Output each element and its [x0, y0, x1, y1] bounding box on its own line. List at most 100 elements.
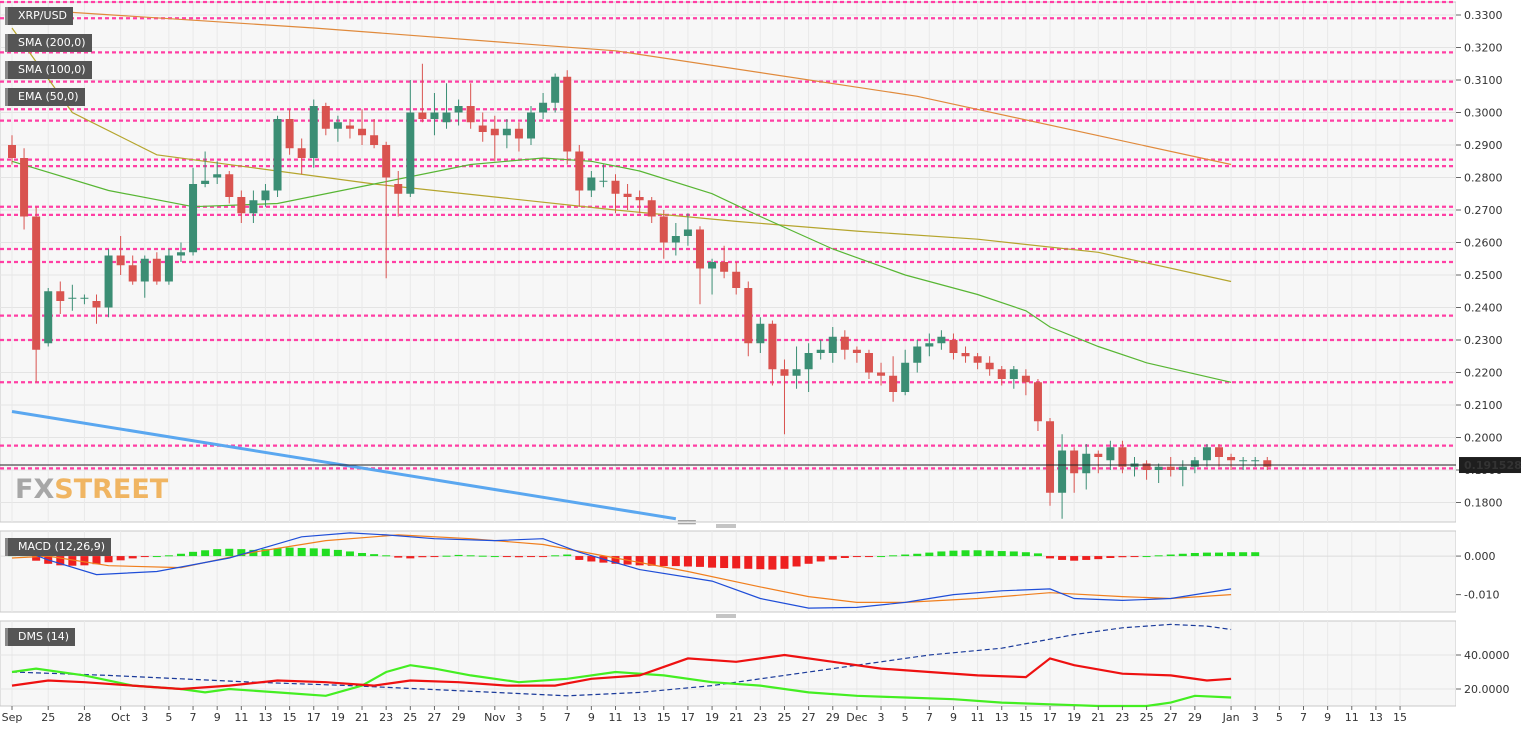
macd-hist-bar-32	[394, 556, 403, 558]
macd-hist-bar-77	[937, 551, 946, 557]
macd-hist-bar-82	[997, 551, 1006, 557]
candle-body-51	[623, 193, 632, 197]
candle-body-78	[949, 340, 958, 353]
macd-hist-bar-97	[1178, 553, 1187, 557]
x-tick-31: 27	[802, 711, 816, 724]
candle-body-48	[587, 177, 596, 191]
price-tick-2: 0.2000	[1464, 432, 1503, 445]
pane-bg-2	[0, 620, 1457, 707]
candle-body-11	[140, 258, 149, 282]
macd-hist-bar-40	[490, 556, 499, 558]
candle-body-29	[358, 128, 367, 136]
macd-hist-bar-37	[454, 554, 463, 557]
candle-body-98	[1190, 460, 1199, 467]
x-tick-5: 5	[165, 711, 172, 724]
x-tick-30: 25	[777, 711, 791, 724]
x-tick-23: 11	[609, 711, 623, 724]
x-tick-35: 5	[902, 711, 909, 724]
candle-body-45	[551, 76, 560, 103]
x-tick-45: 25	[1140, 711, 1154, 724]
macd-hist-bar-98	[1190, 552, 1199, 557]
x-tick-46: 27	[1164, 711, 1178, 724]
macd-hist-bar-18	[225, 548, 234, 557]
candle-body-33	[406, 112, 415, 194]
macd-hist-bar-48	[587, 556, 596, 562]
macd-hist-bar-45	[551, 555, 560, 557]
candle-body-77	[937, 336, 946, 344]
macd-hist-bar-23	[285, 547, 294, 557]
candle-body-25	[309, 106, 318, 158]
sma200-label: SMA (200,0)	[5, 34, 92, 52]
candle-body-55	[671, 236, 680, 243]
x-tick-42: 19	[1067, 711, 1081, 724]
candle-body-5	[68, 297, 77, 299]
candle-body-10	[128, 265, 137, 282]
candle-body-2	[32, 216, 41, 350]
macd-hist-bar-28	[345, 551, 354, 557]
macd-hist-bar-103	[1251, 552, 1260, 557]
candle-body-4	[56, 291, 65, 301]
x-tick-17: 29	[452, 711, 466, 724]
macd-hist-bar-61	[744, 556, 753, 569]
candle-body-54	[659, 216, 668, 243]
macd-tick-0: 0.000	[1464, 550, 1496, 563]
sma200-line	[11, 7, 1232, 166]
macd-hist-bar-22	[273, 548, 282, 557]
x-tick-10: 15	[283, 711, 297, 724]
x-tick-9: 13	[258, 711, 272, 724]
candle-body-47	[575, 151, 584, 191]
candle-body-57	[695, 229, 704, 269]
price-tick-9: 0.2700	[1464, 204, 1503, 217]
macd-hist-bar-56	[683, 556, 692, 567]
candle-body-102	[1239, 460, 1248, 462]
macd-hist-bar-5	[68, 556, 77, 566]
candle-body-7	[92, 301, 101, 308]
candle-body-79	[961, 353, 970, 357]
price-tick-8: 0.2600	[1464, 237, 1503, 250]
x-tick-8: 11	[234, 711, 248, 724]
macd-hist-bar-6	[80, 556, 89, 566]
macd-hist-bar-58	[708, 556, 717, 568]
macd-hist-bar-50	[611, 556, 620, 564]
dms-label: DMS (14)	[5, 628, 76, 646]
macd-hist-bar-68	[828, 556, 837, 560]
candle-body-94	[1142, 463, 1151, 470]
x-tick-53: 11	[1345, 711, 1359, 724]
macd-hist-bar-72	[877, 556, 886, 558]
candle-body-60	[732, 271, 741, 288]
candle-body-82	[997, 369, 1006, 379]
candle-body-14	[176, 252, 185, 256]
x-tick-1: 25	[41, 711, 55, 724]
candle-body-83	[1009, 369, 1018, 379]
macd-hist-bar-15	[189, 551, 198, 557]
candle-body-74	[901, 362, 910, 392]
x-tick-28: 21	[729, 711, 743, 724]
candle-body-6	[80, 297, 89, 299]
candle-body-3	[44, 291, 53, 344]
macd-hist-bar-42	[514, 556, 523, 558]
x-tick-20: 5	[540, 711, 547, 724]
macd-hist-bar-62	[756, 556, 765, 570]
dms-tick-0: 40.0000	[1464, 649, 1510, 662]
last-price-value: 0.191528	[1464, 459, 1522, 472]
candle-body-22	[273, 119, 282, 191]
candle-body-58	[708, 262, 717, 269]
macd-hist-bar-67	[816, 556, 825, 562]
candle-body-96	[1166, 466, 1175, 470]
candle-body-21	[261, 190, 270, 201]
macd-hist-bar-33	[406, 556, 415, 559]
macd-hist-bar-43	[527, 556, 536, 558]
candle-body-95	[1154, 466, 1163, 470]
macd-hist-bar-66	[804, 556, 813, 564]
candle-body-19	[237, 197, 246, 214]
pair-label: XRP/USD	[5, 7, 74, 25]
x-tick-18: Nov	[484, 711, 506, 724]
candle-body-8	[104, 255, 113, 308]
macd-hist-bar-80	[973, 550, 982, 557]
macd-hist-bar-85	[1033, 553, 1042, 557]
macd-hist-bar-99	[1202, 552, 1211, 557]
x-tick-32: 29	[826, 711, 840, 724]
macd-tick-1: -0.010	[1464, 589, 1499, 602]
candle-body-15	[189, 184, 198, 253]
